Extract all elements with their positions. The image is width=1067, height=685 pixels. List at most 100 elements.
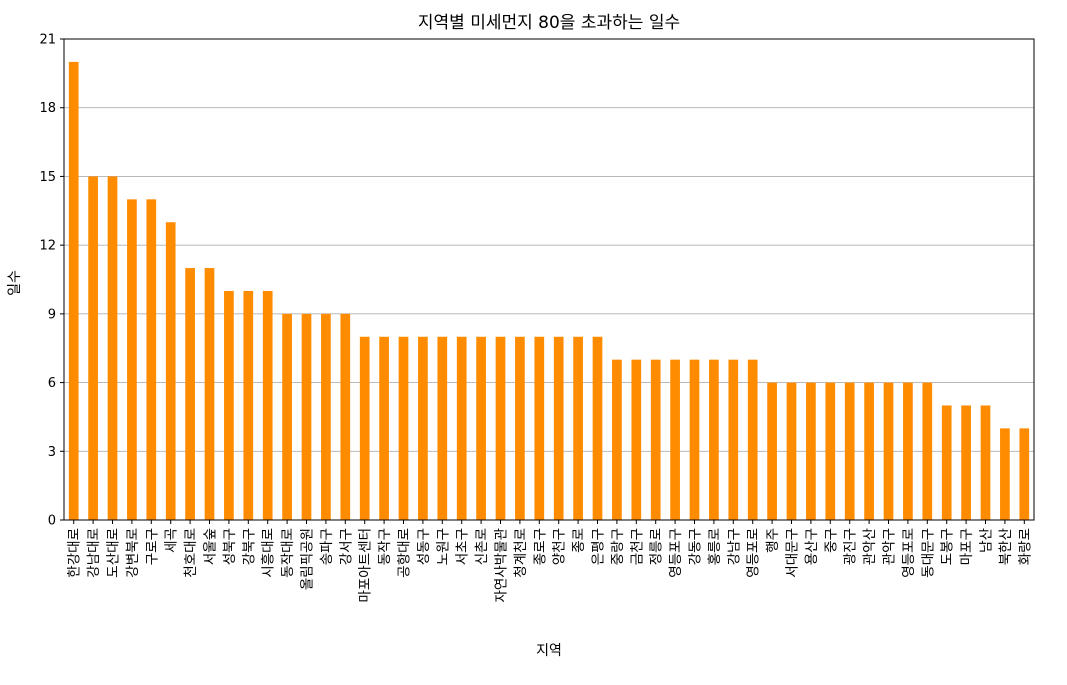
bar (398, 336, 409, 520)
bar (476, 336, 486, 520)
bar (495, 336, 506, 520)
x-tick-label: 강동구 (688, 528, 704, 565)
x-tick-label: 성동구 (416, 528, 432, 565)
x-tick-label: 북한산 (998, 528, 1014, 565)
plot-frame (63, 38, 1035, 521)
x-tick-label: 남산 (979, 528, 995, 553)
chart-title: 지역별 미세먼지 80을 초과하는 일수 (418, 13, 680, 33)
y-tick-label: 18 (39, 101, 56, 116)
x-tick-label: 구로구 (144, 528, 160, 565)
x-tick-label: 금천구 (629, 528, 645, 565)
x-tick-label: 송파구 (319, 528, 335, 565)
x-tick-label: 시흥대로 (261, 528, 277, 578)
x-tick-label: 용산구 (804, 528, 820, 565)
bar (165, 222, 176, 520)
bar (592, 336, 603, 520)
y-axis-ticks: 0 3 6 9 12 15 18 21 (39, 33, 64, 529)
x-tick-label: 영등포로 (746, 528, 762, 578)
y-tick-label: 15 (39, 170, 56, 185)
x-tick-label: 천호대로 (183, 528, 199, 578)
bar (883, 382, 894, 520)
bar (282, 313, 292, 520)
x-tick-label: 올림픽공원 (300, 528, 316, 590)
bar (243, 290, 254, 520)
bar (68, 61, 79, 521)
x-tick-label: 성북구 (222, 528, 238, 565)
bar (185, 268, 195, 520)
x-tick-label: 중랑구 (610, 528, 626, 565)
x-tick-label: 한강대로 (67, 528, 83, 578)
x-tick-label: 노원구 (435, 528, 451, 565)
x-tick-label: 마포구 (959, 528, 975, 565)
bar (844, 382, 855, 520)
bar (534, 336, 545, 520)
bar (107, 176, 118, 520)
bar (340, 313, 351, 520)
y-tick-label: 21 (39, 33, 56, 48)
x-tick-label: 신촌로 (474, 528, 490, 565)
x-tick-label: 동대문구 (920, 528, 936, 578)
x-tick-label: 강북구 (241, 528, 257, 565)
x-tick-label: 종로 (571, 528, 587, 553)
bar (321, 313, 331, 520)
bar (612, 359, 622, 520)
bar (437, 336, 448, 520)
x-tick-label: 도봉구 (940, 528, 956, 565)
bar (359, 336, 370, 520)
x-tick-label: 광진구 (843, 528, 859, 565)
bar (456, 336, 467, 520)
bar (88, 176, 98, 520)
x-tick-label: 화랑로 (1017, 528, 1033, 565)
x-tick-label: 서울숲 (203, 528, 219, 565)
bar (650, 359, 661, 520)
bars (68, 61, 1030, 521)
y-tick-label: 3 (48, 445, 56, 460)
x-tick-label: 중구 (823, 528, 839, 553)
bar (689, 359, 700, 520)
bar (709, 359, 719, 520)
x-tick-label: 자연사박물관 (494, 528, 510, 603)
x-tick-label: 홍릉로 (707, 528, 723, 565)
x-tick-label: 서대문구 (785, 528, 801, 578)
bar (786, 382, 797, 520)
y-axis-label: 일수 (7, 270, 23, 296)
y-tick-label: 12 (39, 239, 56, 254)
x-tick-label: 동작구 (377, 528, 393, 565)
x-tick-label: 강남대로 (86, 528, 102, 578)
bar (747, 359, 758, 520)
x-tick-label: 마포아트센터 (358, 528, 374, 603)
bar (903, 382, 913, 520)
bar (553, 336, 564, 520)
bar (670, 359, 680, 520)
y-tick-label: 6 (48, 376, 56, 391)
x-tick-label: 관악산 (862, 528, 878, 565)
bar (728, 359, 739, 520)
bar (1000, 428, 1010, 520)
x-tick-label: 공항대로 (397, 528, 413, 578)
bar (922, 382, 933, 520)
x-tick-label: 도산대로 (106, 528, 122, 578)
bar (1019, 428, 1030, 520)
x-tick-label: 양천구 (552, 528, 568, 565)
bar (767, 382, 777, 520)
bar (961, 405, 971, 520)
bar (941, 405, 952, 520)
x-tick-label: 서초구 (455, 528, 471, 565)
x-tick-label: 세곡 (164, 528, 180, 553)
bar (379, 336, 389, 520)
x-tick-label: 행주 (765, 528, 781, 553)
bar (204, 268, 215, 520)
x-axis-ticks: 한강대로 강남대로 도산대로 강변북로 구로구 세곡 천호대로 서울숲 성북구 강북구 시흥대로 동작… (67, 520, 1033, 603)
y-tick-label: 0 (48, 514, 56, 529)
bar (806, 382, 816, 520)
x-tick-label: 동작대로 (280, 528, 296, 578)
bar (631, 359, 642, 520)
bar (262, 290, 273, 520)
bar (980, 405, 991, 520)
bar (515, 336, 525, 520)
x-tick-label: 강변북로 (125, 528, 141, 578)
x-tick-label: 정릉로 (649, 528, 665, 565)
x-tick-label: 청계천로 (513, 528, 529, 578)
x-axis-label: 지역 (536, 643, 562, 659)
